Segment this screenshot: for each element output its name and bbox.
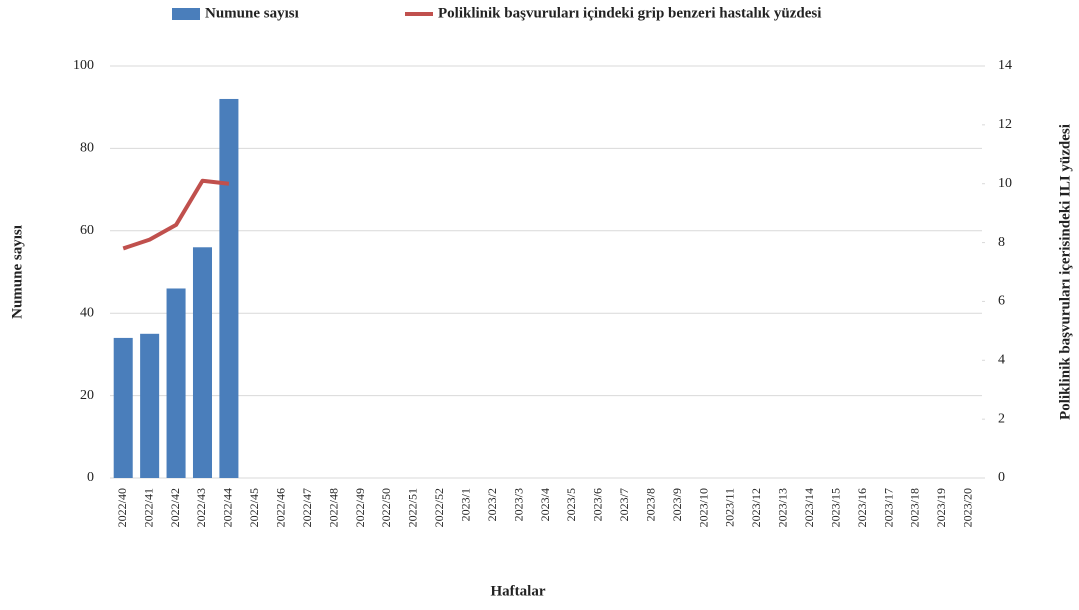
x-tick-label: 2023/14: [802, 488, 816, 527]
x-tick-label: 2023/12: [749, 488, 763, 527]
y2-tick-label: 0: [998, 470, 1005, 485]
x-axis-title: Haftalar: [491, 583, 546, 599]
x-tick-label: 2023/13: [776, 488, 790, 527]
bar: [219, 98, 239, 479]
x-tick-label: 2023/18: [908, 488, 922, 527]
y2-axis-title: Poliklinik başvuruları içerisindeki ILI …: [1057, 124, 1073, 420]
x-tick-label: 2022/47: [300, 488, 314, 527]
x-tick-label: 2022/50: [379, 488, 393, 527]
x-tick-label: 2022/41: [141, 488, 155, 527]
bar: [113, 337, 133, 478]
x-tick-label: 2022/44: [221, 488, 235, 527]
x-tick-label: 2023/8: [643, 488, 657, 521]
x-tick-label: 2023/19: [934, 488, 948, 527]
x-tick-label: 2023/3: [511, 488, 525, 521]
x-tick-label: 2023/16: [855, 488, 869, 527]
y-tick-label: 0: [87, 470, 94, 485]
x-tick-label: 2023/15: [828, 488, 842, 527]
y2-tick-label: 2: [998, 411, 1005, 426]
x-tick-label: 2022/48: [326, 488, 340, 527]
bar: [166, 288, 186, 478]
x-tick-label: 2022/49: [353, 488, 367, 527]
x-tick-label: 2022/43: [194, 488, 208, 527]
bar: [192, 247, 212, 478]
y-tick-label: 20: [80, 388, 94, 403]
y2-tick-label: 14: [998, 58, 1012, 73]
legend-swatch: [172, 8, 200, 20]
y2-tick-label: 8: [998, 235, 1005, 250]
x-tick-label: 2022/51: [406, 488, 420, 527]
y2-tick-label: 12: [998, 117, 1012, 132]
y-tick-label: 100: [73, 58, 94, 73]
x-tick-label: 2023/17: [881, 488, 895, 527]
y-tick-label: 40: [80, 305, 94, 320]
legend-label: Poliklinik başvuruları içindeki grip ben…: [438, 5, 821, 21]
x-tick-label: 2022/42: [168, 488, 182, 527]
y-tick-label: 80: [80, 141, 94, 156]
x-tick-label: 2023/20: [961, 488, 975, 527]
x-tick-label: 2022/52: [432, 488, 446, 527]
y2-tick-label: 10: [998, 176, 1012, 191]
line: [122, 178, 230, 251]
x-tick-label: 2022/40: [115, 488, 129, 527]
bar: [140, 333, 160, 478]
x-tick-label: 2023/9: [670, 488, 684, 521]
y2-tick-label: 4: [998, 353, 1005, 368]
legend-label: Numune sayısı: [205, 5, 299, 21]
x-tick-label: 2022/45: [247, 488, 261, 527]
y2-tick-label: 6: [998, 294, 1005, 309]
x-tick-label: 2023/10: [696, 488, 710, 527]
y-tick-label: 60: [80, 223, 94, 238]
x-tick-label: 2023/7: [617, 488, 631, 521]
x-tick-label: 2023/5: [564, 488, 578, 521]
x-tick-label: 2023/2: [485, 488, 499, 521]
x-tick-label: 2023/4: [538, 488, 552, 521]
x-tick-label: 2023/6: [591, 488, 605, 521]
y-axis-title: Numune sayısı: [9, 225, 25, 319]
x-tick-label: 2023/11: [723, 488, 737, 527]
x-tick-label: 2023/1: [458, 488, 472, 521]
x-tick-label: 2022/46: [274, 488, 288, 527]
